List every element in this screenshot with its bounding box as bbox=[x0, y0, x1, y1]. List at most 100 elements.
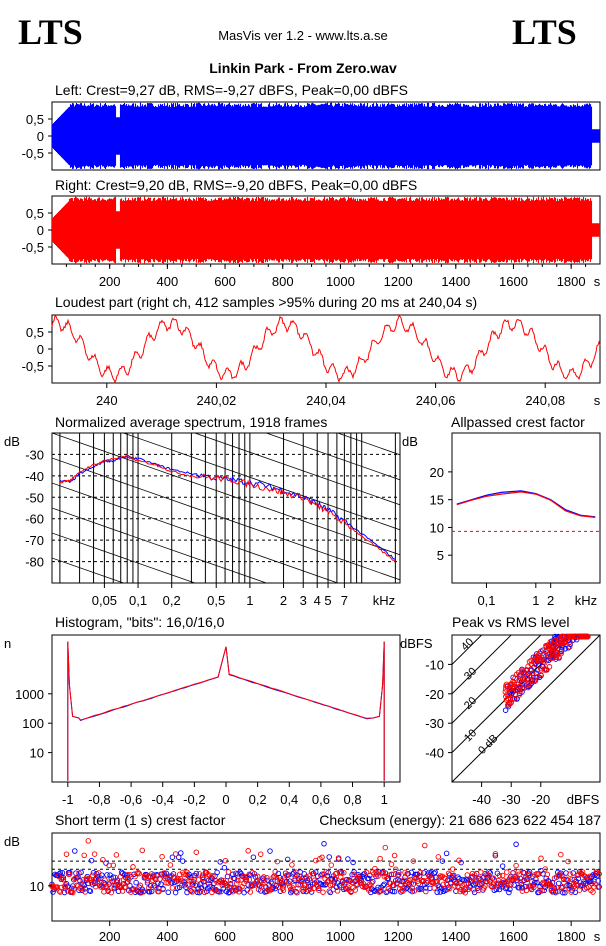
shortterm-point-1 bbox=[564, 876, 570, 883]
loudest-xtick-label: 240,06 bbox=[416, 393, 456, 408]
shortterm-point-1 bbox=[199, 872, 206, 878]
shortterm-point-1 bbox=[352, 887, 358, 893]
shortterm-point-1 bbox=[464, 872, 471, 878]
histogram-frame bbox=[51, 634, 401, 783]
shortterm-point-1 bbox=[399, 887, 405, 894]
peakrms-point-1 bbox=[506, 685, 513, 692]
shortterm-point-1 bbox=[416, 886, 423, 893]
peakrms-point-1 bbox=[554, 652, 561, 658]
loudest-part-title: Loudest part (right ch, 412 samples >95%… bbox=[55, 294, 477, 310]
shortterm-point-0 bbox=[194, 889, 201, 896]
shortterm-point-0 bbox=[241, 889, 247, 896]
shortterm-point-1 bbox=[486, 877, 492, 883]
shortterm-point-0 bbox=[417, 885, 424, 892]
shortterm-point-1 bbox=[463, 880, 470, 887]
shortterm-point-1 bbox=[201, 889, 208, 896]
peakrms-point-1 bbox=[531, 678, 538, 685]
loudest-xtick-label: 240,02 bbox=[197, 393, 237, 408]
shortterm-point-0 bbox=[133, 879, 139, 886]
peak-rms-title: Peak vs RMS level bbox=[452, 614, 569, 630]
shortterm-point-1 bbox=[225, 869, 232, 875]
shortterm-point-1 bbox=[361, 884, 368, 891]
shortterm-point-1 bbox=[333, 870, 340, 876]
shortterm-point-1 bbox=[254, 873, 261, 880]
shortterm-point-0 bbox=[155, 880, 161, 886]
shortterm-point-1 bbox=[81, 852, 87, 859]
spectrum-title: Normalized average spectrum, 1918 frames bbox=[55, 414, 327, 430]
shortterm-point-0 bbox=[380, 882, 386, 889]
shortterm-point-1 bbox=[55, 873, 61, 879]
shortterm-xunit: s bbox=[594, 929, 601, 944]
shortterm-point-1 bbox=[233, 870, 239, 877]
shortterm-point-1 bbox=[567, 871, 573, 877]
shortterm-point-1 bbox=[245, 848, 251, 854]
peakrms-point-1 bbox=[542, 666, 548, 672]
shortterm-point-1 bbox=[382, 844, 389, 851]
spectrum-slope-line bbox=[0, 638, 600, 900]
shortterm-point-0 bbox=[371, 887, 377, 894]
shortterm-point-0 bbox=[595, 878, 601, 884]
shortterm-point-1 bbox=[136, 870, 142, 877]
shortterm-point-1 bbox=[580, 878, 587, 885]
spectrum-xtick-label: 2 bbox=[280, 593, 287, 608]
shortterm-point-1 bbox=[79, 885, 85, 891]
allpass-xtick-label: 2 bbox=[547, 593, 554, 608]
shortterm-point-1 bbox=[595, 884, 601, 890]
shortterm-point-1 bbox=[179, 882, 185, 889]
spectrum-xtick-label: 0,5 bbox=[207, 593, 225, 608]
shortterm-point-0 bbox=[90, 869, 97, 876]
shortterm-point-1 bbox=[423, 888, 429, 895]
peakrms-diagonal-label: 0 dB bbox=[476, 732, 500, 756]
histogram-xtick-label: -0,8 bbox=[88, 792, 110, 807]
shortterm-point-0 bbox=[327, 889, 334, 896]
time-xtick-label: 1000 bbox=[326, 274, 355, 289]
shortterm-point-1 bbox=[445, 870, 452, 877]
shortterm-point-1 bbox=[148, 871, 155, 877]
shortterm-point-1 bbox=[304, 879, 311, 885]
loudest-signal bbox=[51, 315, 601, 384]
shortterm-point-1 bbox=[587, 873, 593, 880]
peakrms-point-1 bbox=[507, 686, 514, 692]
shortterm-point-1 bbox=[266, 886, 272, 893]
spectrum-ytick-label: -70 bbox=[25, 533, 44, 548]
shortterm-point-1 bbox=[70, 889, 76, 896]
histogram-xtick-label: -1 bbox=[62, 792, 74, 807]
shortterm-point-1 bbox=[385, 885, 392, 892]
peakrms-diagonal-label: 20 bbox=[462, 695, 479, 712]
peakrms-point-1 bbox=[532, 661, 539, 667]
shortterm-point-1 bbox=[193, 849, 200, 855]
shortterm-point-1 bbox=[467, 878, 474, 884]
checksum-label: Checksum (energy): 21 686 623 622 454 18… bbox=[319, 812, 601, 828]
shortterm-point-1 bbox=[456, 857, 462, 864]
shortterm-point-1 bbox=[531, 884, 537, 891]
shortterm-point-0 bbox=[499, 863, 506, 869]
peakrms-point-1 bbox=[548, 655, 554, 662]
shortterm-point-1 bbox=[348, 889, 354, 895]
shortterm-point-1 bbox=[140, 889, 147, 895]
shortterm-point-1 bbox=[441, 875, 448, 881]
shortterm-point-1 bbox=[393, 880, 400, 886]
shortterm-point-0 bbox=[300, 888, 307, 895]
shortterm-point-1 bbox=[156, 888, 162, 895]
shortterm-point-1 bbox=[169, 885, 176, 891]
shortterm-point-1 bbox=[133, 887, 139, 893]
shortterm-xtick-label: 1200 bbox=[384, 929, 413, 944]
peakrms-point-1 bbox=[568, 633, 574, 640]
shortterm-point-1 bbox=[298, 877, 304, 884]
shortterm-point-1 bbox=[174, 875, 181, 882]
shortterm-point-0 bbox=[345, 856, 351, 862]
shortterm-point-0 bbox=[165, 889, 172, 896]
shortterm-point-0 bbox=[439, 858, 446, 864]
peakrms-point-1 bbox=[561, 640, 568, 647]
loudest-xtick-label: 240,08 bbox=[525, 393, 565, 408]
shortterm-point-1 bbox=[291, 882, 297, 889]
shortterm-point-0 bbox=[575, 875, 582, 882]
shortterm-point-1 bbox=[278, 881, 285, 888]
shortterm-point-1 bbox=[222, 857, 229, 864]
shortterm-point-1 bbox=[483, 872, 489, 878]
shortterm-point-1 bbox=[314, 882, 320, 888]
peakrms-xtick-label: -20 bbox=[531, 792, 550, 807]
histogram-xtick-label: 0,6 bbox=[312, 792, 330, 807]
shortterm-ytick-label: 10 bbox=[30, 879, 44, 894]
shortterm-point-1 bbox=[89, 872, 96, 879]
